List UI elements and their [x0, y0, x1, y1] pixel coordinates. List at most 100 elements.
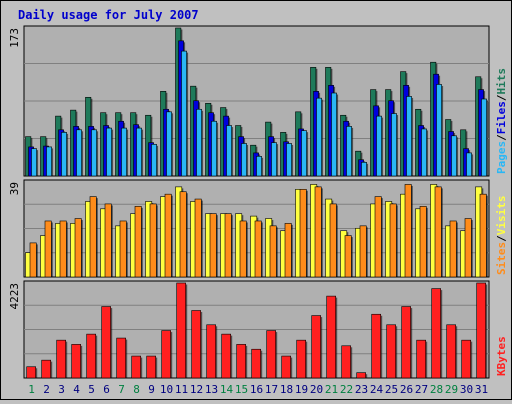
bar-kbytes-day-18	[281, 355, 292, 379]
bar-sites-day-15	[239, 220, 247, 278]
bar-kbytes-day-12	[191, 310, 201, 379]
bar-kbytes-day-15	[236, 344, 246, 379]
x-tick-label-day-10: 10	[160, 383, 173, 396]
bar-pages-day-13	[211, 120, 217, 177]
x-tick-label-day-26: 26	[400, 383, 413, 396]
x-tick-label-day-27: 27	[415, 383, 428, 396]
bar-sites-day-23	[359, 225, 367, 278]
y-axis-max-label: 39	[8, 182, 21, 195]
bar-pages-day-3	[61, 132, 67, 177]
legend-kbytes: KBytes	[495, 336, 508, 376]
x-tick-label-day-15: 15	[235, 383, 248, 396]
bar-pages-day-28	[436, 84, 442, 177]
bar-kbytes-day-6	[101, 306, 111, 379]
bar-pages-day-18	[286, 143, 292, 177]
bar-pages-day-31	[481, 98, 487, 177]
bar-sites-day-13	[209, 213, 217, 278]
x-tick-label-day-4: 4	[73, 383, 80, 396]
legend-separator: /	[495, 235, 508, 242]
bar-sites-day-16	[254, 220, 262, 278]
x-tick-label-day-30: 30	[460, 383, 473, 396]
x-tick-label-day-21: 21	[325, 383, 338, 396]
bar-kbytes-day-2	[41, 359, 52, 379]
bar-sites-day-29	[449, 220, 457, 278]
x-tick-label-day-14: 14	[220, 383, 234, 396]
bar-kbytes-day-19	[296, 339, 307, 379]
chart-panels: 173Pages/Files/Hits39Sites/Visits4223KBy…	[8, 25, 508, 379]
x-tick-label-day-23: 23	[355, 383, 368, 396]
bar-pages-day-15	[241, 143, 247, 177]
x-tick-label-day-5: 5	[88, 383, 95, 396]
bar-sites-day-31	[479, 193, 487, 278]
bar-sites-day-11	[179, 191, 187, 278]
bar-sites-day-20	[314, 186, 322, 278]
bar-kbytes-day-13	[206, 324, 216, 379]
bar-pages-day-6	[106, 127, 112, 177]
bar-sites-day-22	[344, 235, 352, 278]
bar-sites-day-24	[374, 196, 382, 278]
x-tick-label-day-29: 29	[445, 383, 458, 396]
chart-title: Daily usage for July 2007	[18, 8, 199, 22]
bar-pages-day-9	[151, 144, 157, 177]
x-tick-label-day-13: 13	[205, 383, 218, 396]
bar-pages-day-4	[76, 129, 82, 177]
bar-sites-day-1	[29, 242, 37, 278]
bar-pages-day-12	[196, 108, 202, 177]
bar-sites-day-3	[59, 220, 67, 278]
legend-pages: Pages	[495, 141, 508, 174]
bar-kbytes-day-27	[416, 339, 427, 379]
bar-kbytes-day-11	[176, 282, 186, 379]
x-tick-label-day-24: 24	[370, 383, 384, 396]
bar-sites-day-26	[404, 184, 412, 278]
legend-separator: /	[495, 134, 508, 141]
x-tick-label-day-17: 17	[265, 383, 278, 396]
bar-kbytes-day-21	[326, 295, 337, 379]
bar-sites-day-4	[74, 218, 82, 278]
x-tick-label-day-7: 7	[118, 383, 125, 396]
bar-pages-day-30	[466, 152, 472, 177]
bar-kbytes-day-5	[86, 333, 96, 379]
y-axis-max-label: 4223	[8, 283, 21, 310]
x-tick-label-day-11: 11	[175, 383, 188, 396]
x-tick-label-day-1: 1	[28, 383, 35, 396]
legend-files: Files	[495, 101, 508, 134]
x-tick-label-day-19: 19	[295, 383, 308, 396]
bar-kbytes-day-7	[116, 337, 126, 379]
x-tick-label-day-20: 20	[310, 383, 323, 396]
bar-kbytes-day-25	[386, 324, 397, 379]
bar-sites-day-28	[434, 186, 442, 278]
bar-kbytes-day-10	[161, 330, 171, 379]
bar-sites-day-6	[104, 203, 112, 278]
bar-sites-day-8	[134, 206, 142, 278]
x-tick-label-day-3: 3	[58, 383, 65, 396]
bar-kbytes-day-24	[371, 313, 382, 379]
panel-visits-sites: 39 Sites/Visits	[8, 179, 508, 278]
bar-pages-day-11	[181, 50, 187, 177]
bar-sites-day-5	[89, 196, 97, 278]
bar-pages-day-29	[451, 135, 457, 177]
bar-pages-day-16	[256, 156, 262, 177]
bar-pages-day-7	[121, 127, 127, 177]
bar-pages-day-8	[136, 127, 142, 177]
bar-pages-day-25	[391, 113, 397, 177]
bar-kbytes-day-22	[341, 345, 352, 379]
x-tick-label-day-16: 16	[250, 383, 263, 396]
legend-visits: Visits	[495, 196, 508, 236]
panel-legend-label: Pages/Files/Hits	[495, 68, 508, 174]
x-tick-label-day-2: 2	[43, 383, 50, 396]
bar-pages-day-24	[376, 115, 382, 177]
panel-legend-label: Sites/Visits	[495, 196, 508, 276]
bar-kbytes-day-30	[461, 339, 472, 379]
legend-hits: Hits	[495, 68, 508, 95]
bar-sites-day-17	[269, 225, 277, 278]
bar-sites-day-27	[419, 206, 427, 278]
bar-sites-day-25	[389, 203, 397, 278]
x-tick-label-day-28: 28	[430, 383, 443, 396]
bar-kbytes-day-9	[146, 355, 156, 379]
bar-sites-day-18	[284, 223, 292, 278]
bar-pages-day-26	[406, 96, 412, 177]
bar-pages-day-21	[331, 92, 337, 177]
bar-pages-day-2	[46, 146, 52, 177]
